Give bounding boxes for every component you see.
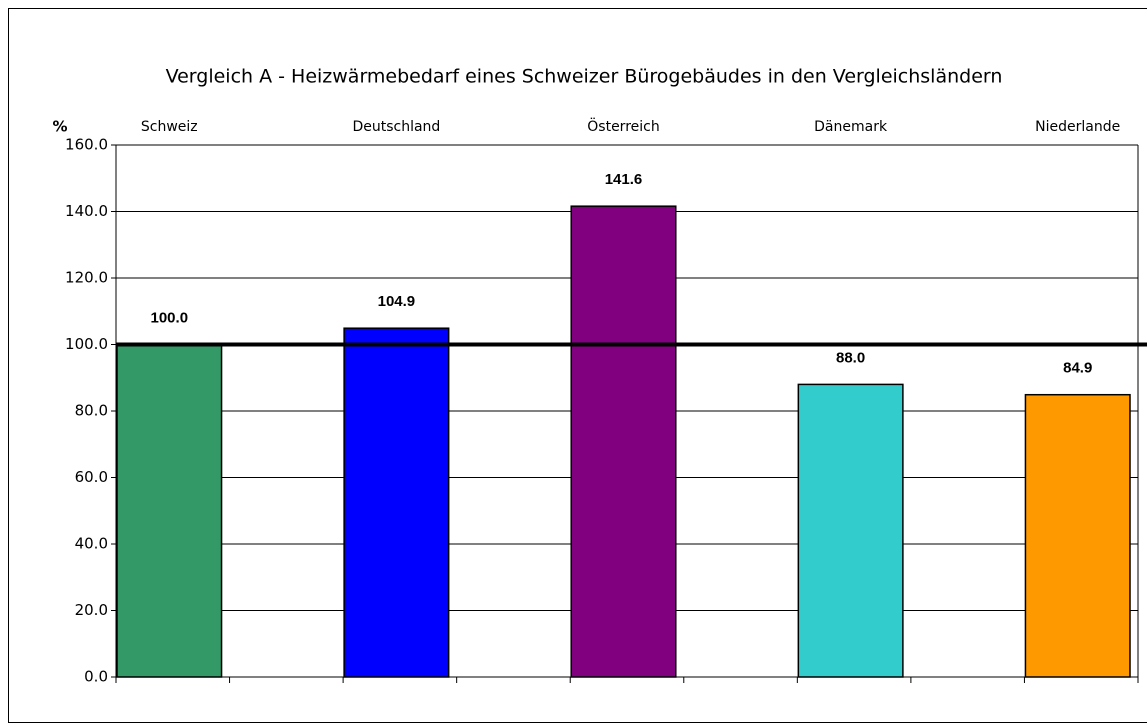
- category-label: Dänemark: [814, 119, 888, 135]
- y-tick-label: 120.0: [65, 269, 108, 287]
- y-tick-label: 140.0: [65, 202, 108, 220]
- y-tick-label: 60.0: [75, 468, 108, 486]
- value-label: 141.6: [605, 171, 643, 188]
- category-label: Niederlande: [1035, 119, 1120, 135]
- bar: [797, 383, 904, 678]
- value-label: 104.9: [378, 293, 416, 310]
- bar: [343, 327, 450, 678]
- y-axis-label: %: [52, 118, 67, 136]
- category-label: Österreich: [587, 117, 659, 135]
- value-label: 84.9: [1063, 360, 1092, 377]
- y-tick-label: 20.0: [75, 601, 108, 619]
- category-label: Schweiz: [141, 119, 198, 135]
- value-label: 100.0: [151, 309, 189, 326]
- y-tick-label: 0.0: [84, 668, 108, 686]
- bar: [1024, 393, 1131, 678]
- category-label: Deutschland: [352, 119, 440, 135]
- bar: [570, 205, 677, 678]
- value-label: 88.0: [836, 349, 865, 366]
- y-tick-label: 100.0: [65, 335, 108, 353]
- y-tick-label: 80.0: [75, 402, 108, 420]
- chart-title: Vergleich A - Heizwärmebedarf eines Schw…: [166, 66, 1003, 88]
- bar: [116, 343, 223, 678]
- y-tick-label: 160.0: [65, 136, 108, 154]
- y-tick-label: 40.0: [75, 535, 108, 553]
